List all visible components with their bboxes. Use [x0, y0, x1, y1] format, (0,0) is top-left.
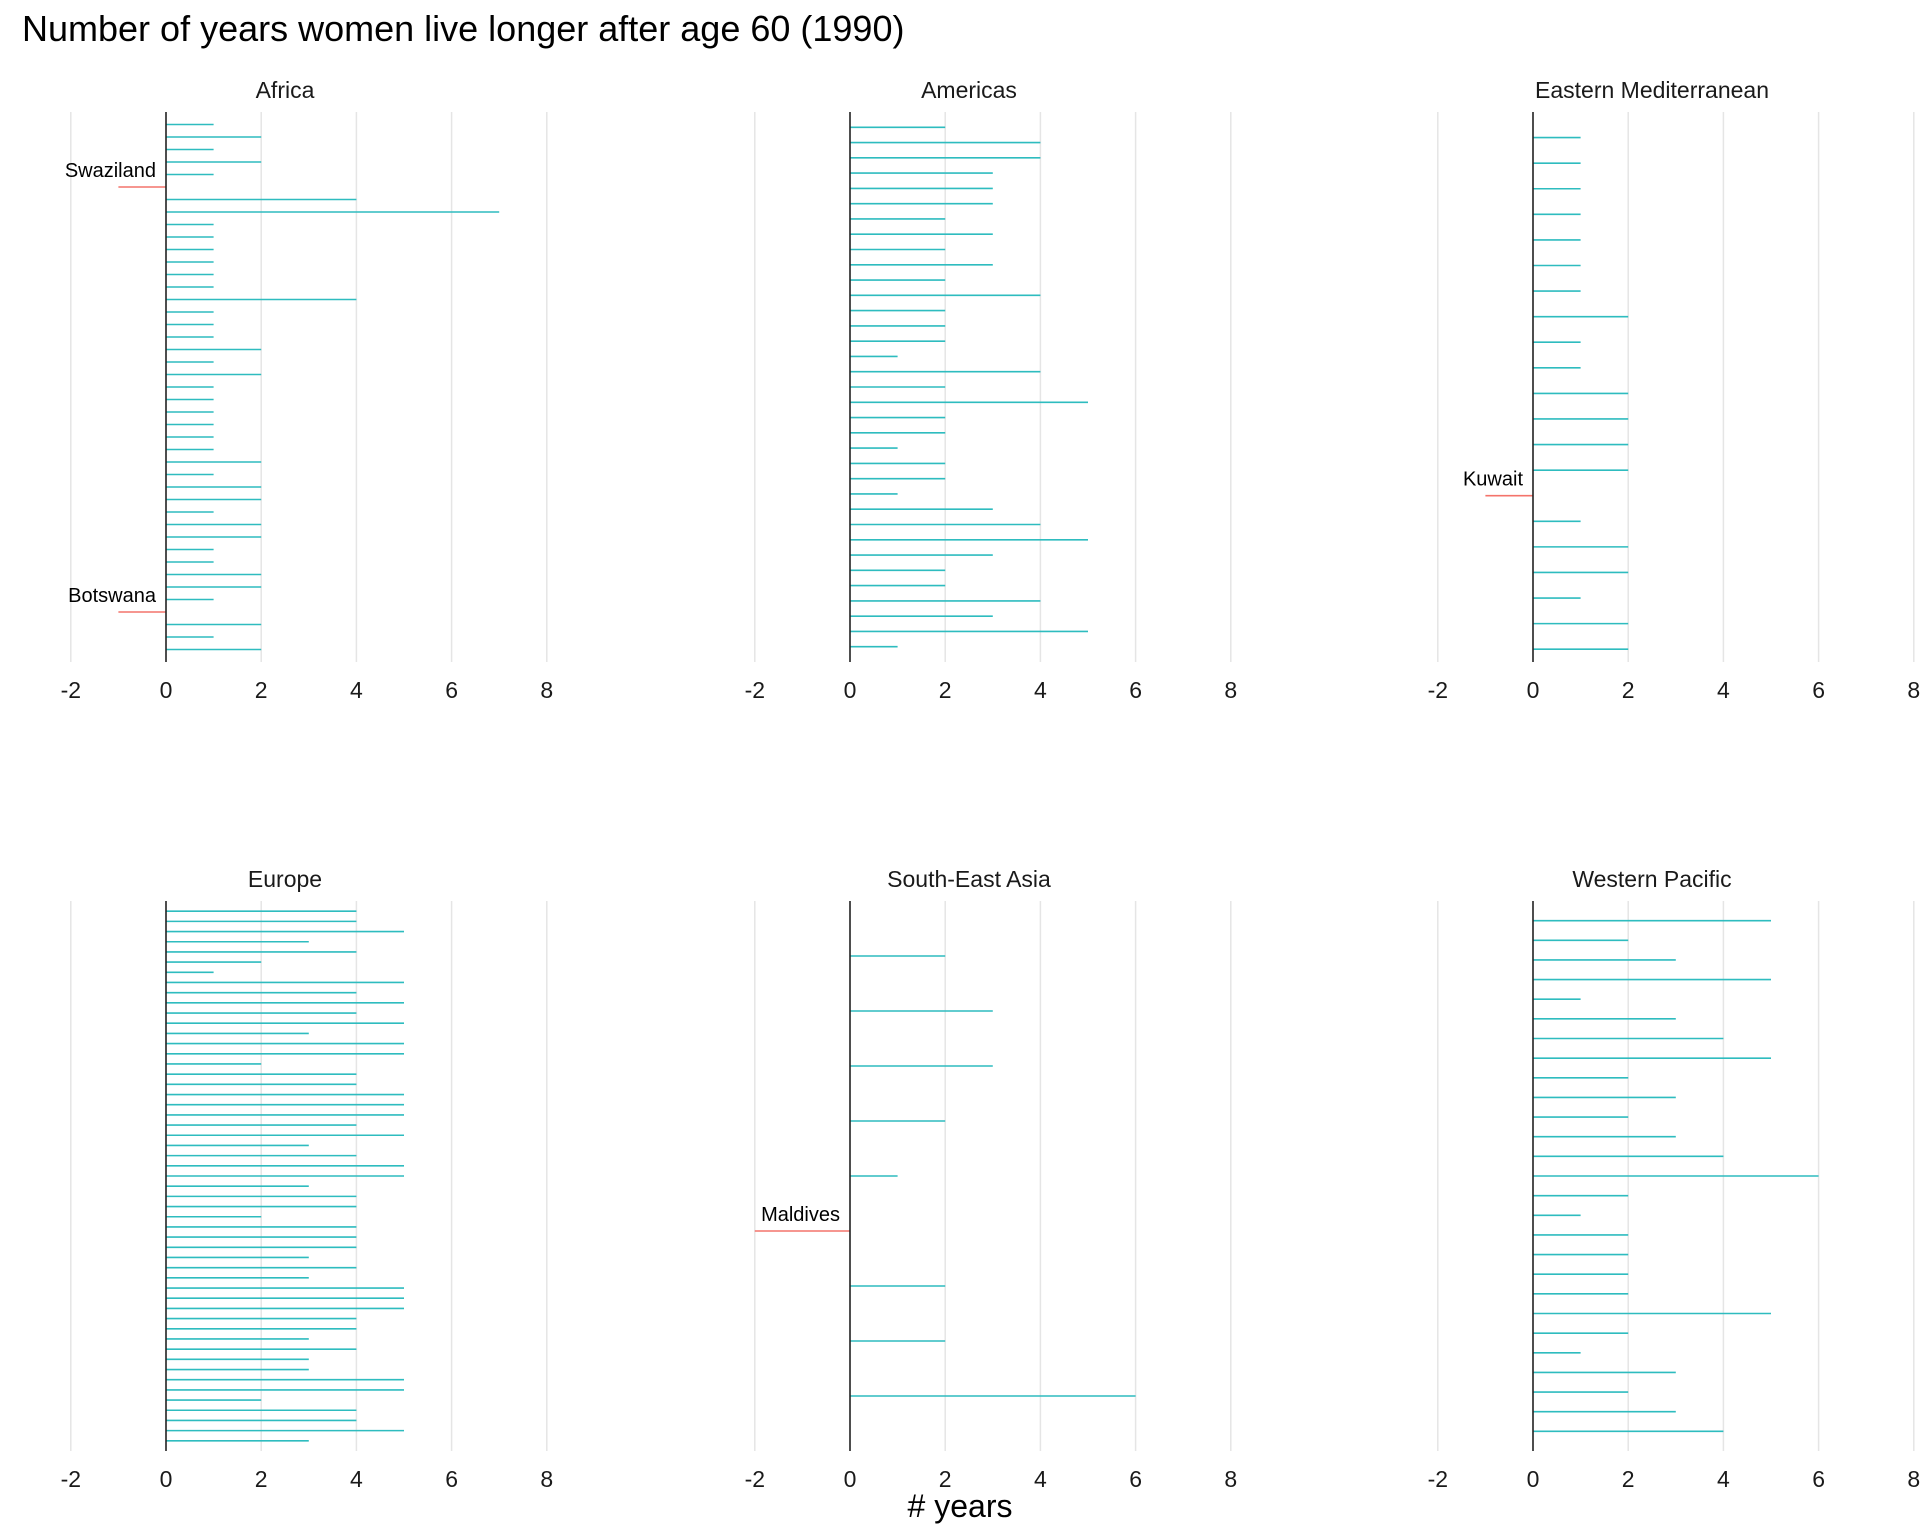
x-tick-label: 6: [1812, 677, 1825, 703]
x-tick-label: -2: [1428, 677, 1448, 703]
panel-title-eastern-mediterranean: Eastern Mediterranean: [1535, 77, 1769, 103]
x-tick-label: 6: [445, 1466, 458, 1492]
x-tick-label: -2: [61, 1466, 81, 1492]
x-tick-label: 6: [445, 677, 458, 703]
x-tick-label: 4: [350, 1466, 363, 1492]
x-tick-label: 8: [1907, 1466, 1920, 1492]
x-tick-label: 4: [350, 677, 363, 703]
panel-title-americas: Americas: [921, 77, 1017, 103]
x-tick-label: 6: [1129, 677, 1142, 703]
x-tick-label: -2: [1428, 1466, 1448, 1492]
x-tick-label: 0: [1527, 1466, 1540, 1492]
x-axis-label: # years: [907, 1488, 1013, 1524]
x-tick-label: 2: [255, 1466, 268, 1492]
x-tick-label: 2: [1622, 677, 1635, 703]
x-tick-label: 2: [255, 677, 268, 703]
x-tick-label: 0: [844, 677, 857, 703]
x-tick-label: 4: [1717, 1466, 1730, 1492]
x-tick-label: 4: [1034, 1466, 1047, 1492]
x-tick-label: -2: [61, 677, 81, 703]
x-tick-label: 8: [1224, 677, 1237, 703]
x-tick-label: 0: [844, 1466, 857, 1492]
x-tick-label: 4: [1034, 677, 1047, 703]
x-tick-label: 0: [160, 1466, 173, 1492]
bar-label-kuwait: Kuwait: [1463, 469, 1523, 491]
bar-label-swaziland: Swaziland: [65, 160, 156, 182]
x-tick-label: 2: [939, 677, 952, 703]
panel-title-africa: Africa: [256, 77, 315, 103]
bar-label-botswana: Botswana: [68, 585, 157, 607]
x-tick-label: -2: [745, 677, 765, 703]
panel-title-western-pacific: Western Pacific: [1572, 866, 1731, 892]
bar-label-maldives: Maldives: [761, 1204, 840, 1226]
x-tick-label: -2: [745, 1466, 765, 1492]
chart-title: Number of years women live longer after …: [22, 8, 905, 49]
x-tick-label: 8: [540, 677, 553, 703]
panel-title-south-east-asia: South-East Asia: [887, 866, 1051, 892]
x-tick-label: 0: [1527, 677, 1540, 703]
x-tick-label: 0: [160, 677, 173, 703]
x-tick-label: 8: [1907, 677, 1920, 703]
x-tick-label: 2: [1622, 1466, 1635, 1492]
x-tick-label: 8: [1224, 1466, 1237, 1492]
panel-title-europe: Europe: [248, 866, 322, 892]
x-tick-label: 8: [540, 1466, 553, 1492]
x-tick-label: 6: [1129, 1466, 1142, 1492]
x-tick-label: 4: [1717, 677, 1730, 703]
x-tick-label: 2: [939, 1466, 952, 1492]
x-tick-label: 6: [1812, 1466, 1825, 1492]
